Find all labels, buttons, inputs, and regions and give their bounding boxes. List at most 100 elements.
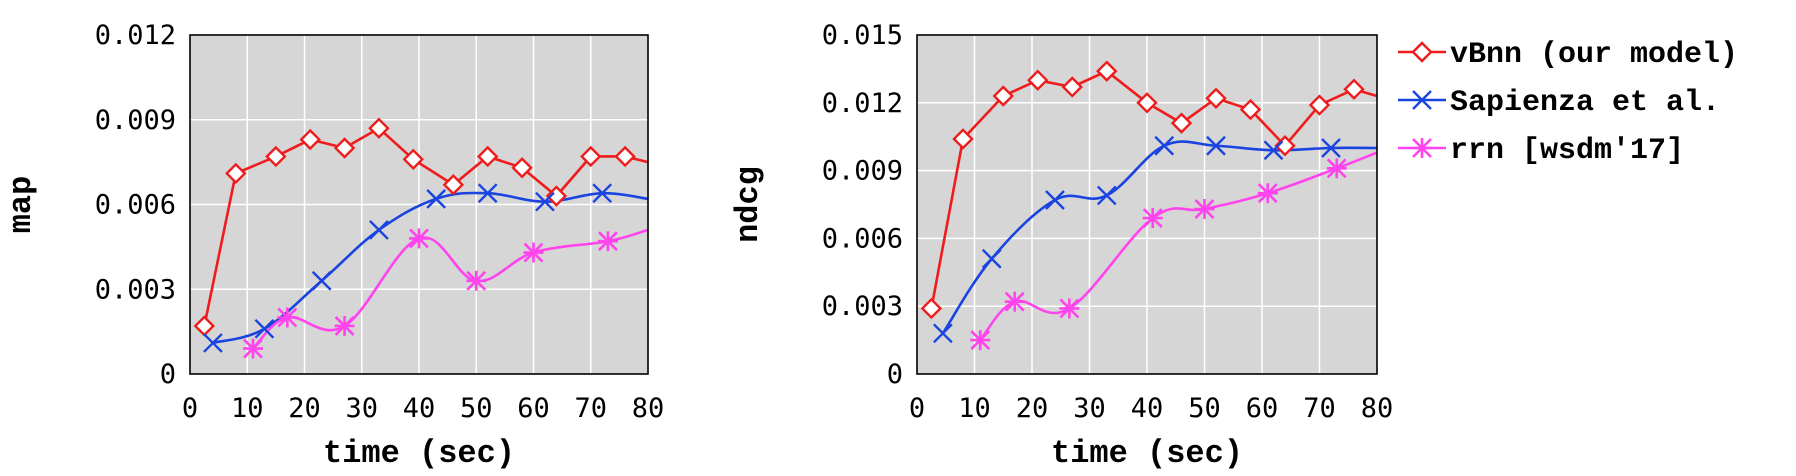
data-point-1-7 xyxy=(592,183,613,204)
data-point-0-5 xyxy=(1096,60,1118,82)
y-tick-label: 0.012 xyxy=(95,20,176,51)
data-point-0-9 xyxy=(1239,98,1262,121)
x-tick-label: 60 xyxy=(1246,393,1279,424)
x-tick-label: 50 xyxy=(460,393,493,424)
data-point-0-12 xyxy=(1343,78,1365,100)
data-point-0-6 xyxy=(1136,92,1158,114)
data-point-0-3 xyxy=(299,128,321,151)
data-point-1-3 xyxy=(1096,185,1117,206)
ndcg-chart: 0 0.003 0.006 0.009 0.012 0.015 0 10 20 30 40 50 60 7… xyxy=(730,20,1393,472)
data-point-2-2 xyxy=(1059,298,1080,319)
y-tick-label: 0.012 xyxy=(822,88,903,119)
data-point-2-0 xyxy=(970,330,991,351)
data-point-0-0 xyxy=(920,297,943,320)
y-tick-label: 0 xyxy=(160,359,176,390)
data-point-0-1 xyxy=(952,128,974,150)
data-point-2-3 xyxy=(1142,208,1163,229)
data-point-2-5 xyxy=(523,242,544,263)
legend-marker-1 xyxy=(1412,90,1432,110)
data-point-1-6 xyxy=(535,191,555,212)
legend-marker-0 xyxy=(1411,41,1433,63)
data-point-1-6 xyxy=(1263,140,1284,161)
data-point-0-7 xyxy=(442,174,465,196)
data-point-0-6 xyxy=(402,148,424,170)
legend-item-0: vBnn (our model) xyxy=(1398,38,1738,72)
data-point-2-5 xyxy=(1257,183,1278,204)
y-axis-label: map xyxy=(3,176,40,234)
series-line-2 xyxy=(979,151,1378,341)
data-point-1-4 xyxy=(426,189,447,209)
y-tick-label: 0.009 xyxy=(95,105,176,136)
x-tick-label: 70 xyxy=(1303,393,1336,424)
data-point-2-6 xyxy=(1326,158,1347,179)
x-tick-label: 0 xyxy=(909,393,925,424)
data-point-2-2 xyxy=(334,315,355,336)
x-tick-label: 10 xyxy=(231,393,264,424)
x-tick-label: 20 xyxy=(288,393,321,424)
y-tick-label: 0 xyxy=(887,359,903,390)
y-tick-label: 0.009 xyxy=(822,156,903,187)
data-point-1-2 xyxy=(1045,190,1065,210)
data-point-0-8 xyxy=(1205,87,1227,109)
data-point-0-2 xyxy=(265,145,287,168)
data-point-2-4 xyxy=(1194,199,1215,220)
data-point-1-0 xyxy=(933,323,953,344)
legend-label: vBnn (our model) xyxy=(1450,38,1738,72)
legend-label: Sapienza et al. xyxy=(1450,86,1720,120)
data-point-1-5 xyxy=(477,183,498,204)
data-point-0-4 xyxy=(333,137,356,159)
series-line-1 xyxy=(212,191,649,345)
data-point-0-7 xyxy=(1170,112,1193,134)
x-axis-label: time (sec) xyxy=(1051,435,1243,472)
x-tick-label: 40 xyxy=(403,393,436,424)
data-point-0-11 xyxy=(580,145,602,168)
data-point-1-5 xyxy=(1206,135,1226,156)
y-axis-label: ndcg xyxy=(730,166,767,243)
x-tick-label: 80 xyxy=(1361,393,1394,424)
data-point-1-3 xyxy=(369,220,389,240)
data-point-0-11 xyxy=(1308,94,1331,116)
data-point-0-10 xyxy=(1274,135,1296,157)
x-tick-label: 40 xyxy=(1131,393,1164,424)
plot-frame xyxy=(916,34,1378,375)
data-point-1-4 xyxy=(1154,135,1175,156)
data-point-1-0 xyxy=(203,333,223,353)
data-point-0-9 xyxy=(511,157,533,179)
x-tick-label: 70 xyxy=(574,393,607,424)
y-tick-label: 0.006 xyxy=(95,190,176,221)
y-tick-label: 0.006 xyxy=(822,223,903,254)
data-point-1-1 xyxy=(981,248,1002,269)
data-point-2-1 xyxy=(277,307,298,328)
data-point-0-8 xyxy=(477,145,499,168)
legend-label: rrn [wsdm'17] xyxy=(1450,134,1684,168)
legend: vBnn (our model) Sapienza et al. rrn [wsdm… xyxy=(1398,38,1738,168)
x-tick-label: 80 xyxy=(632,393,665,424)
data-point-2-1 xyxy=(1004,291,1025,312)
data-point-0-12 xyxy=(614,145,636,168)
x-tick-label: 0 xyxy=(182,393,198,424)
data-point-0-2 xyxy=(992,85,1014,107)
x-tick-label: 50 xyxy=(1188,393,1221,424)
x-axis-label: time (sec) xyxy=(323,435,515,472)
data-point-2-4 xyxy=(466,270,487,291)
series-line-2 xyxy=(252,228,649,350)
legend-item-1: Sapienza et al. xyxy=(1398,86,1720,120)
data-point-0-5 xyxy=(368,117,390,139)
data-point-2-6 xyxy=(597,231,618,252)
data-point-0-1 xyxy=(225,162,247,185)
x-tick-label: 20 xyxy=(1016,393,1049,424)
data-point-0-10 xyxy=(545,185,568,207)
map-chart: 0 0.003 0.006 0.009 0.012 0 10 20 30 40 50 60 70 80 ti… xyxy=(3,20,664,472)
legend-item-2: rrn [wsdm'17] xyxy=(1398,134,1684,168)
x-tick-label: 30 xyxy=(1073,393,1106,424)
data-point-1-1 xyxy=(254,318,275,339)
legend-marker-2 xyxy=(1412,138,1432,158)
plot-frame xyxy=(189,34,649,375)
y-tick-label: 0.015 xyxy=(822,20,903,51)
data-point-0-4 xyxy=(1061,76,1083,98)
x-tick-label: 60 xyxy=(517,393,550,424)
data-point-2-0 xyxy=(242,338,263,359)
data-point-2-3 xyxy=(409,228,429,249)
y-tick-label: 0.003 xyxy=(95,274,176,305)
